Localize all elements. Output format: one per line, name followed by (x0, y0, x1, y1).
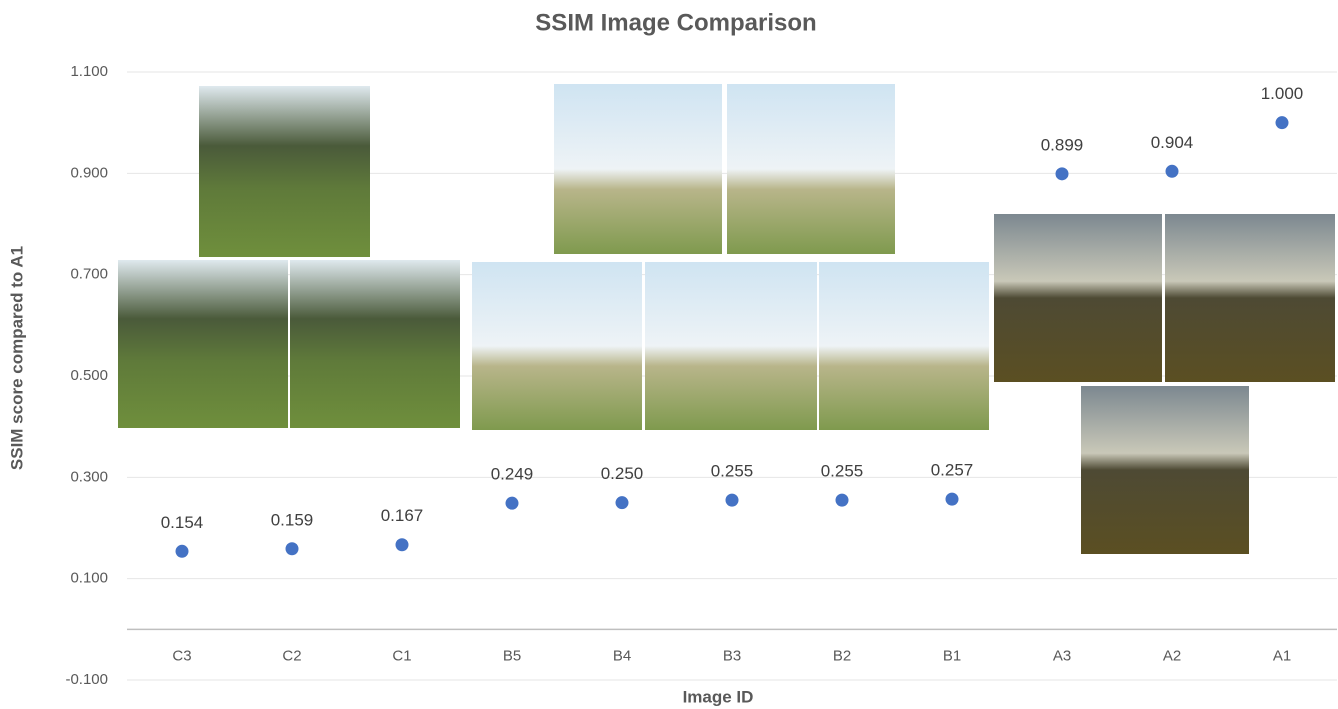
y-tick-label: 0.900 (70, 164, 108, 181)
marker (835, 493, 849, 507)
data-label: 0.257 (931, 461, 974, 480)
photo (554, 84, 722, 254)
y-tick-label: 0.300 (70, 468, 108, 485)
photo (472, 262, 642, 430)
marker (1165, 164, 1179, 178)
photo (645, 262, 817, 430)
y-tick-label: 0.700 (70, 266, 108, 283)
data-label: 0.255 (821, 462, 864, 481)
photo (727, 84, 895, 254)
x-tick-label: B1 (943, 647, 961, 664)
x-tick-label: B2 (833, 647, 851, 664)
x-axis-title: Image ID (683, 687, 754, 706)
marker (1055, 167, 1069, 181)
y-tick-label: -0.100 (65, 671, 108, 688)
data-label: 0.899 (1041, 135, 1084, 154)
marker (395, 538, 409, 552)
x-tick-label: B5 (503, 647, 521, 664)
data-label: 0.250 (601, 464, 644, 483)
x-tick-label: A1 (1273, 647, 1291, 664)
x-tick-label: B4 (613, 647, 631, 664)
x-tick-label: C2 (282, 647, 301, 664)
marker (725, 493, 739, 507)
x-tick-label: C1 (392, 647, 411, 664)
marker (615, 496, 629, 510)
data-label: 0.255 (711, 462, 754, 481)
photo (1165, 214, 1335, 382)
data-label: 0.159 (271, 510, 314, 529)
data-label: 1.000 (1261, 84, 1304, 103)
photo (819, 262, 989, 430)
x-tick-label: C3 (172, 647, 191, 664)
photo (290, 260, 460, 428)
marker (175, 544, 189, 558)
data-label: 0.249 (491, 465, 534, 484)
photos (118, 84, 1335, 554)
x-tick-label: A3 (1053, 647, 1071, 664)
data-label: 0.904 (1151, 133, 1194, 152)
y-tick-label: 0.100 (70, 570, 108, 587)
marker (285, 542, 299, 556)
data-label: 0.167 (381, 506, 424, 525)
marker (505, 496, 519, 510)
y-tick-label: 0.500 (70, 367, 108, 384)
photo (199, 86, 370, 257)
y-tick-label: 1.100 (70, 63, 108, 80)
marker (945, 492, 959, 506)
y-axis-title: SSIM score compared to A1 (7, 246, 26, 470)
x-tick-label: B3 (723, 647, 741, 664)
chart-title: SSIM Image Comparison (535, 9, 816, 36)
photo (994, 214, 1162, 382)
data-label: 0.154 (161, 513, 204, 532)
photo (1081, 386, 1249, 554)
marker (1275, 116, 1289, 130)
photo (118, 260, 288, 428)
x-tick-label: A2 (1163, 647, 1181, 664)
